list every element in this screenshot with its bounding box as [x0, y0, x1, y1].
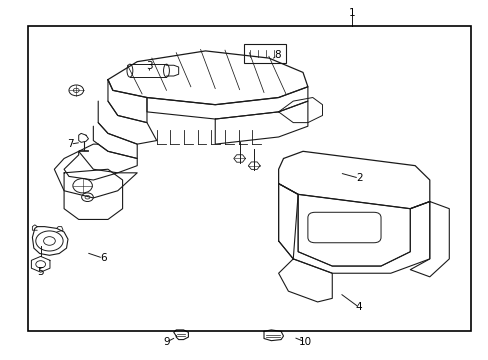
- Text: 4: 4: [355, 302, 362, 312]
- Text: 6: 6: [100, 253, 106, 263]
- Bar: [27, 26, 470, 330]
- Text: 1: 1: [348, 8, 354, 18]
- Text: 5: 5: [37, 267, 44, 277]
- Bar: [244, 44, 285, 63]
- Text: 3: 3: [146, 61, 152, 71]
- Text: 9: 9: [163, 337, 169, 347]
- Text: 2: 2: [355, 173, 362, 183]
- Text: 10: 10: [298, 337, 311, 347]
- Text: 7: 7: [67, 139, 74, 149]
- Text: 8: 8: [273, 50, 280, 60]
